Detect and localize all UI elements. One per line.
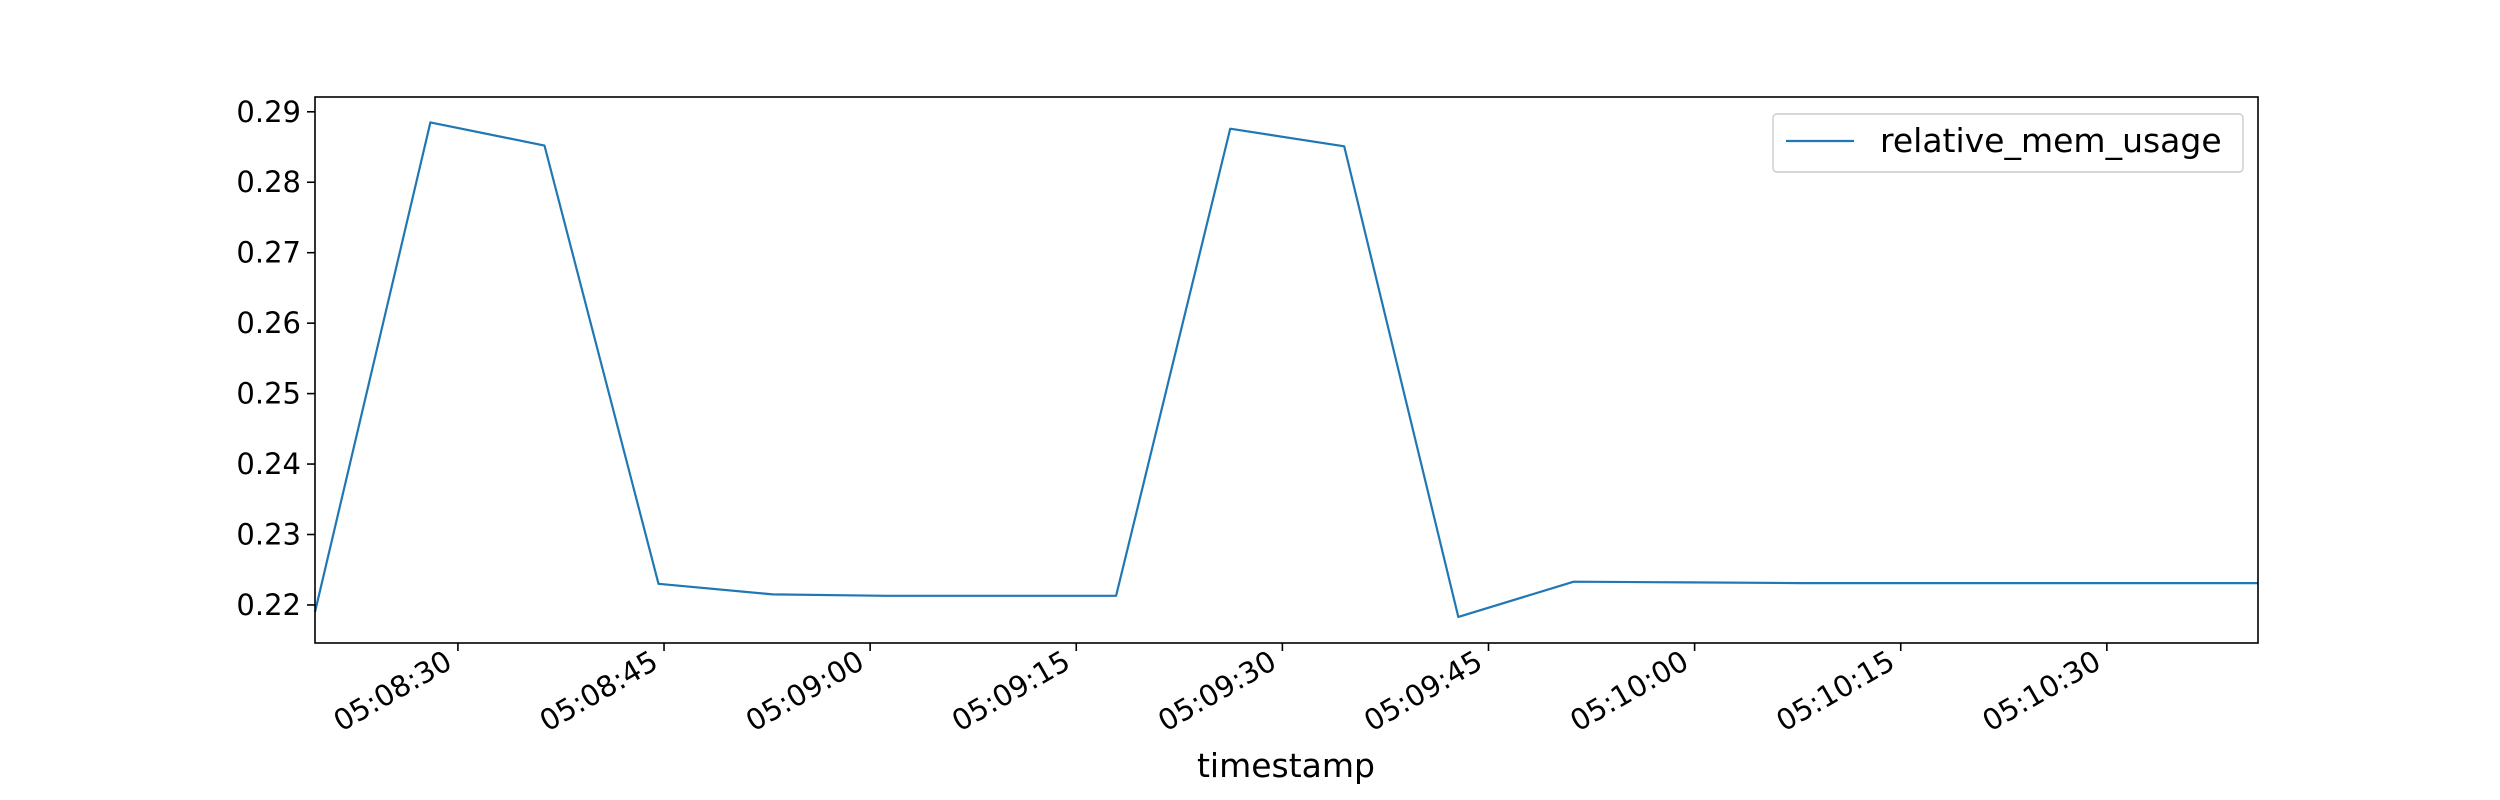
x-tick-label: 05:09:00 (740, 644, 870, 739)
x-tick-label: 05:09:15 (946, 644, 1076, 739)
y-tick-label: 0.29 (236, 95, 301, 129)
x-tick-label: 05:09:30 (1152, 644, 1282, 739)
series-line-relative_mem_usage (313, 121, 2258, 619)
x-tick-label: 05:10:00 (1564, 644, 1694, 739)
series-layer (313, 121, 2258, 619)
x-tick-label: 05:08:30 (328, 644, 458, 739)
y-axis-ticks: 0.22 0.23 0.24 0.25 0.26 0.27 0.28 0.29 (236, 95, 315, 622)
y-tick-label: 0.22 (236, 588, 301, 622)
plot-frame (314, 96, 2259, 644)
legend: relative_mem_usage (1772, 113, 2244, 173)
x-axis-label: timestamp (1197, 746, 1375, 785)
y-tick-label: 0.27 (236, 236, 301, 270)
y-tick-label: 0.28 (236, 165, 301, 199)
legend-label-relative_mem_usage: relative_mem_usage (1880, 121, 2222, 160)
y-tick-label: 0.23 (236, 518, 301, 552)
x-tick-label: 05:10:15 (1770, 644, 1900, 739)
legend-box (1772, 113, 2244, 173)
x-axis-ticks: 05:08:30 05:08:45 05:09:00 05:09:15 05:09:30… (328, 643, 2108, 739)
y-tick-label: 0.26 (236, 306, 301, 340)
x-tick-label: 05:10:30 (1977, 644, 2107, 739)
x-tick-label: 05:09:45 (1358, 644, 1488, 739)
x-tick-label: 05:08:45 (534, 644, 664, 739)
y-tick-label: 0.24 (236, 447, 301, 481)
y-tick-label: 0.25 (236, 377, 301, 411)
